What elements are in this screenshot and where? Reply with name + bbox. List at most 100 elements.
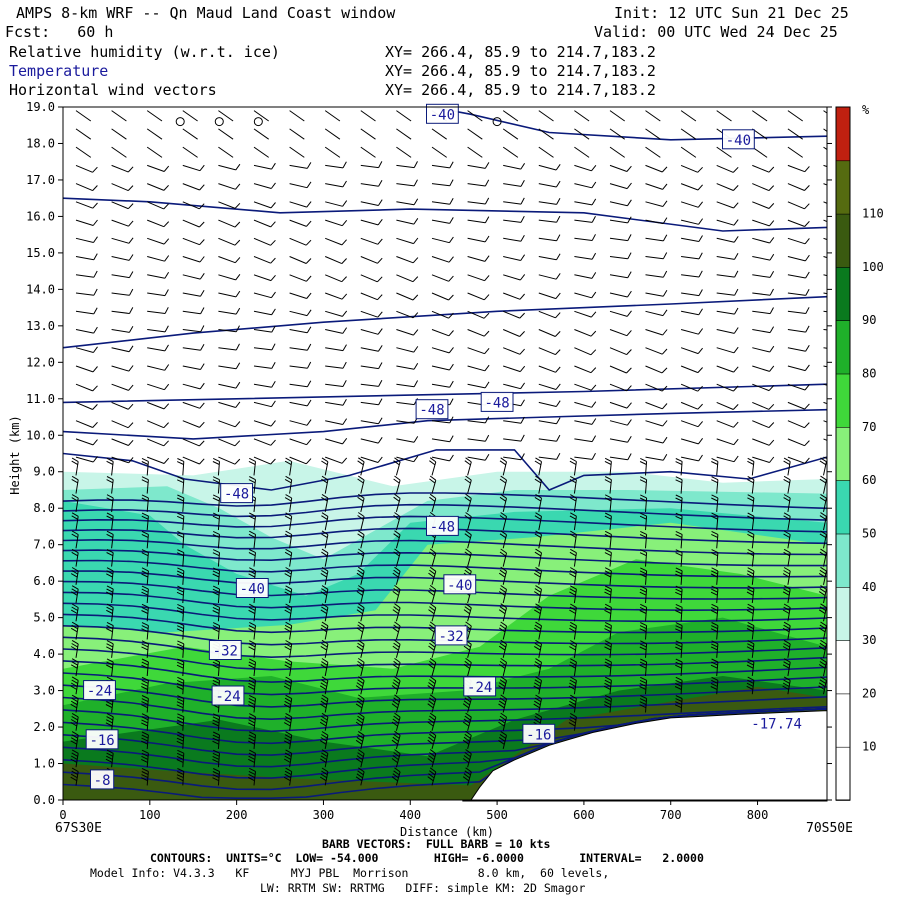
wind-barb <box>503 163 526 170</box>
y-tick-label: 15.0 <box>26 246 55 260</box>
wind-barb <box>716 253 739 260</box>
wind-barb <box>498 566 507 585</box>
wind-barb <box>218 290 241 298</box>
wind-barb <box>746 658 755 677</box>
wind-barb <box>710 585 719 604</box>
wind-barb <box>574 198 597 206</box>
wind-barb <box>716 146 732 158</box>
wind-barb <box>639 494 648 512</box>
wind-barb <box>467 381 490 389</box>
wind-barb <box>321 512 329 531</box>
contour-label-text: -40 <box>726 133 751 149</box>
wind-barb <box>321 475 329 494</box>
wind-barb <box>324 110 341 122</box>
wind-barb <box>111 110 127 122</box>
wind-barb <box>534 621 542 640</box>
wind-barb <box>464 530 472 549</box>
wind-barb <box>431 128 447 140</box>
wind-barb <box>427 676 437 695</box>
wind-barb <box>431 217 454 224</box>
wind-barb <box>141 603 149 622</box>
wind-barb <box>503 434 525 442</box>
contour-label: -48 <box>426 515 459 536</box>
wind-barb <box>503 365 526 373</box>
wind-barb <box>289 256 312 264</box>
wind-barb <box>645 183 668 190</box>
wind-barb <box>427 730 437 750</box>
wind-barb <box>498 712 507 731</box>
wind-barb <box>680 347 703 355</box>
wind-barb <box>71 530 79 549</box>
wind-barb <box>787 438 810 447</box>
wind-barb <box>645 164 668 173</box>
wind-barb <box>253 291 276 299</box>
y-tick-label: 9.0 <box>33 465 55 479</box>
wind-barb <box>320 603 329 622</box>
wind-barb <box>823 347 827 349</box>
wind-barb <box>70 676 79 695</box>
wind-barb <box>182 363 205 370</box>
wind-barb <box>503 274 526 281</box>
wind-barb <box>212 768 220 786</box>
isotherm-line <box>63 197 827 232</box>
wind-barb <box>538 365 561 373</box>
temperature-contours <box>63 107 827 799</box>
wind-barb <box>538 383 561 390</box>
wind-barb <box>787 344 810 352</box>
colorbar-label: 80 <box>862 367 876 381</box>
wind-barb <box>176 512 185 531</box>
wind-barb <box>396 436 419 443</box>
wind-barb <box>534 658 542 677</box>
wind-barb <box>212 749 220 768</box>
wind-barb <box>823 201 827 204</box>
wind-barb <box>111 326 134 333</box>
contour-label: -40 <box>722 129 755 150</box>
wind-barb <box>574 181 597 189</box>
wind-barb <box>639 640 648 658</box>
wind-barb <box>182 219 205 228</box>
wind-barb <box>534 493 542 512</box>
wind-barb <box>176 640 185 658</box>
x-tick-label: 100 <box>139 808 161 822</box>
wind-barb <box>431 435 454 443</box>
wind-barb <box>711 494 719 512</box>
wind-barb <box>503 234 525 242</box>
wind-barb <box>283 712 293 731</box>
wind-barb <box>141 713 149 731</box>
wind-barb <box>609 252 632 260</box>
wind-barb <box>289 162 312 169</box>
wind-barb <box>147 344 169 352</box>
wind-barb <box>393 548 401 567</box>
wind-barb <box>111 254 134 261</box>
wind-barb <box>503 215 525 223</box>
y-tick-label: 0.0 <box>33 793 55 807</box>
wind-barb <box>716 219 739 226</box>
y-tick-label: 13.0 <box>26 319 55 333</box>
wind-barb <box>783 548 791 567</box>
wind-barb <box>396 110 412 122</box>
wind-barb <box>248 457 256 476</box>
wind-barb <box>360 456 383 463</box>
isotherm-line <box>63 503 827 521</box>
wind-barb <box>360 292 383 301</box>
wind-barb <box>680 328 704 335</box>
forecast-hour: Fcst: 60 h <box>5 23 114 41</box>
wind-barb <box>357 475 365 494</box>
wind-barb <box>393 457 401 476</box>
wind-barb <box>710 622 719 640</box>
wind-barb <box>710 603 719 622</box>
wind-barb <box>391 694 401 713</box>
wind-barb <box>787 110 803 122</box>
wind-barb <box>819 548 827 567</box>
y-tick-label: 5.0 <box>33 611 55 625</box>
wind-barb <box>747 476 755 494</box>
wind-barb <box>568 712 577 731</box>
wind-barb <box>711 512 719 531</box>
wind-barb <box>355 694 365 713</box>
wind-barb <box>467 128 483 140</box>
wind-barb <box>783 457 791 476</box>
wind-barb <box>823 456 827 460</box>
wind-barb <box>284 640 293 658</box>
wind-barb <box>681 308 703 316</box>
wind-barb <box>253 343 276 351</box>
